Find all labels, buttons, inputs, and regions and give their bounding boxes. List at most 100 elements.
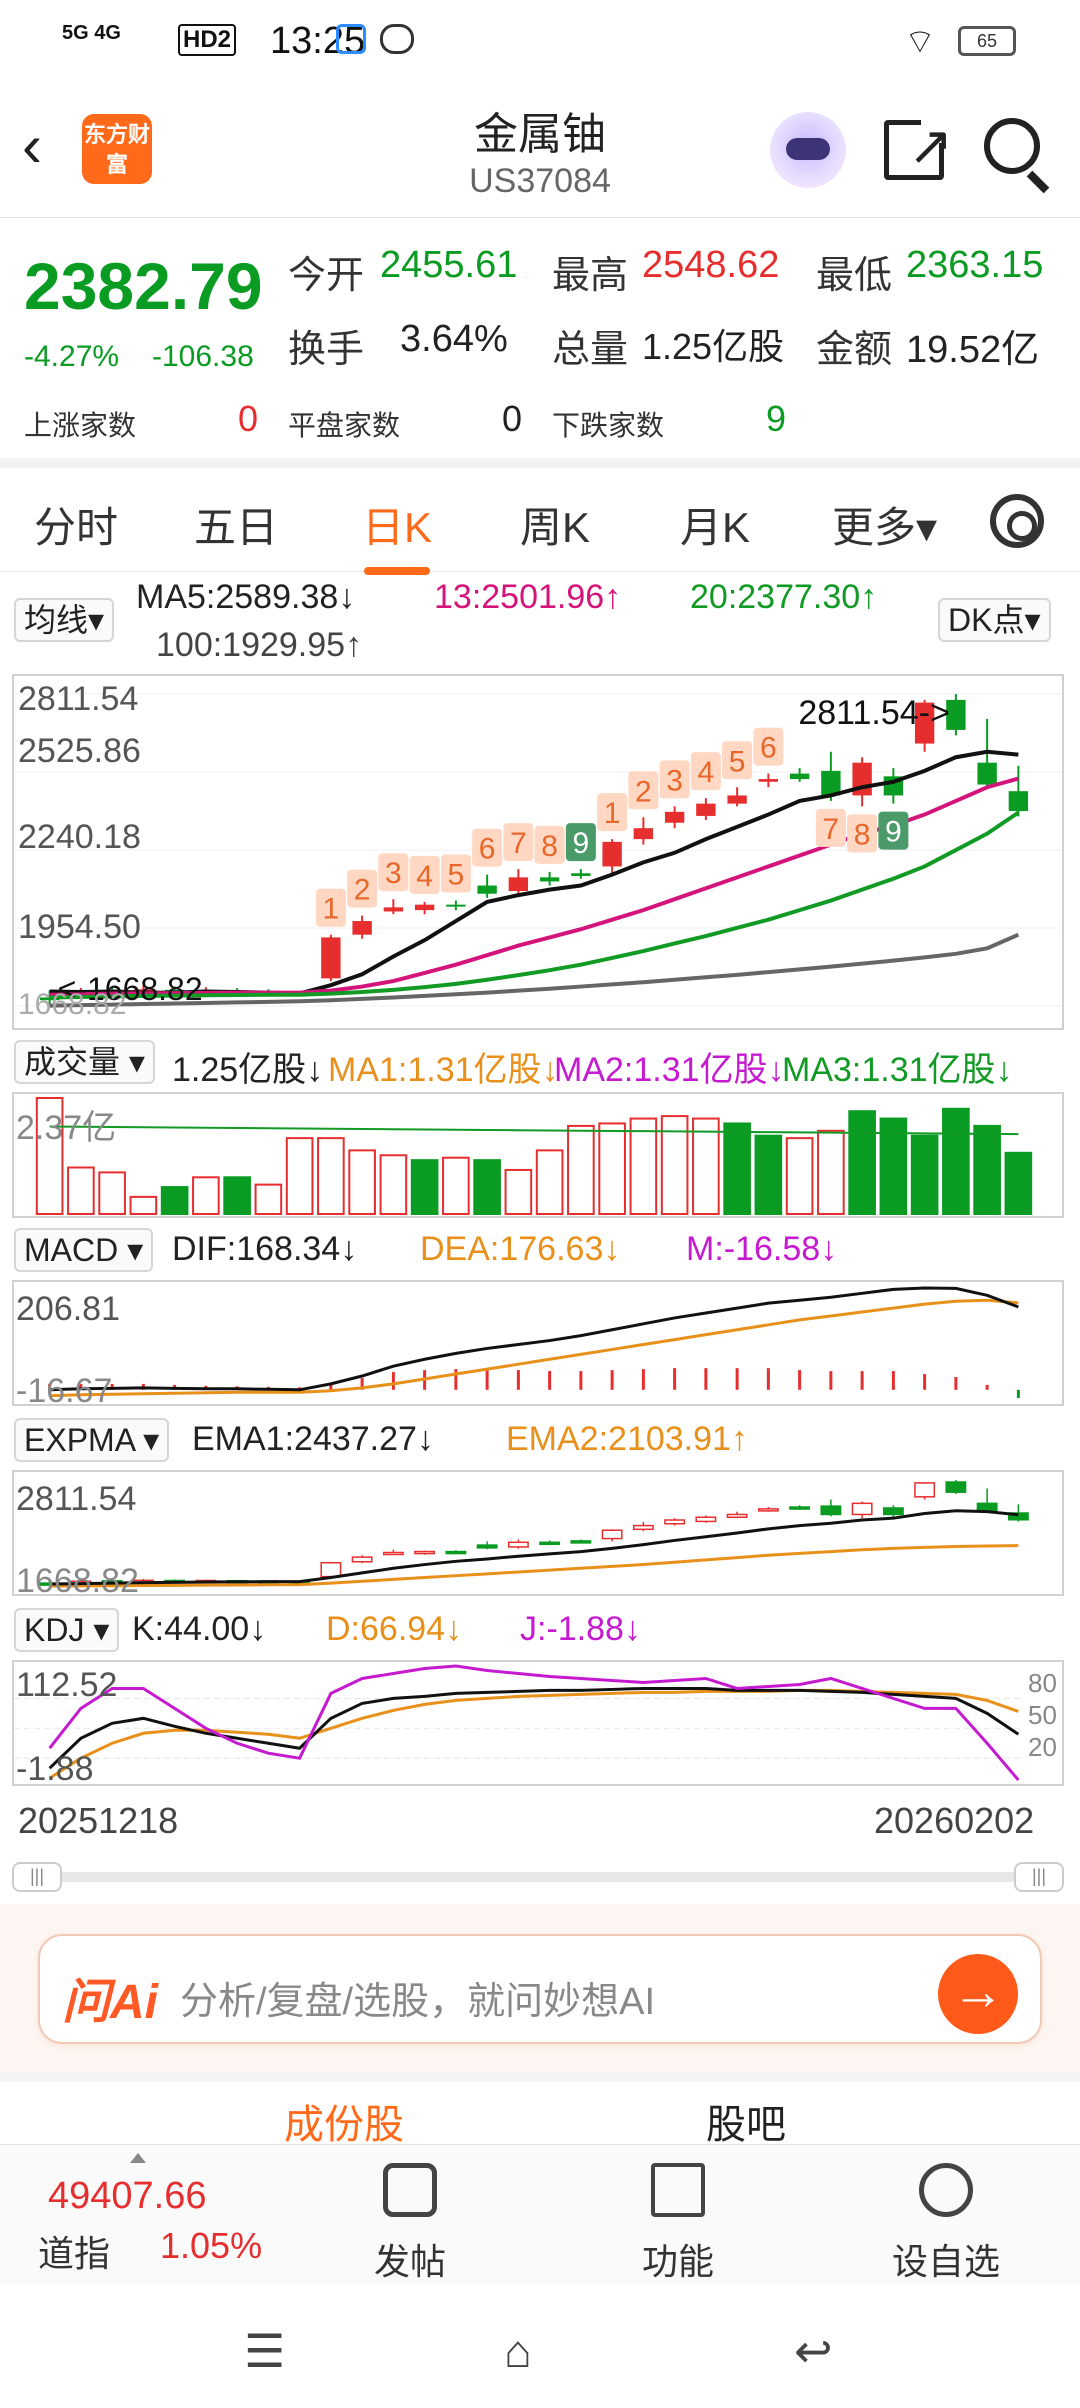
content-segment: 成份股 股吧 — [0, 2072, 1080, 2147]
td-badge-text: 5 — [448, 859, 465, 892]
kdj-chart-panel[interactable]: 112.52 -1.88 80 50 20 — [12, 1660, 1064, 1788]
open-value: 2455.61 — [380, 244, 518, 286]
expma-candle-body — [320, 1561, 342, 1578]
scroller-right-handle[interactable]: ||| — [1014, 1862, 1064, 1892]
td-badge-bg — [409, 855, 440, 894]
candle-body — [571, 873, 591, 876]
volume-bar — [754, 1134, 783, 1215]
add-watchlist-button[interactable]: 设自选 — [876, 2163, 1016, 2285]
candle-body — [821, 770, 841, 796]
candle-body — [727, 795, 747, 804]
kdj-ref-80: 80 — [1028, 1668, 1057, 1698]
kline-chart-panel[interactable]: 1 2 3 4 5 6 7 8 9 1 2 3 4 5 6 7 8 9 2811.54-> <-1668.82 281… — [12, 674, 1064, 1030]
td-badge-bg — [628, 771, 659, 810]
volume-bar — [629, 1117, 658, 1215]
td-badge-text: 8 — [541, 830, 558, 863]
ai-search-bar[interactable]: 问Ai 分析/复盘/选股，就问妙想AI → — [38, 1934, 1042, 2044]
djia-change[interactable]: 1.05% — [160, 2225, 263, 2266]
expma-chart-panel[interactable]: 2811.54 1668.82 — [12, 1470, 1064, 1600]
tab-forum[interactable]: 股吧 — [706, 2103, 786, 2147]
dk-selector[interactable]: DK点▾ — [938, 598, 1051, 642]
kdj-axis-max: 112.52 — [16, 1666, 118, 1704]
system-nav-bar: ☰ ⌂ ↩ — [0, 2284, 1080, 2408]
candle-body — [789, 773, 810, 780]
search-icon[interactable] — [984, 118, 1040, 174]
volume-ma3: MA3:1.31亿股↓ — [782, 1051, 1013, 1089]
back-button[interactable]: ‹ — [22, 112, 42, 179]
open-label: 今开 — [288, 255, 365, 297]
ai-go-button[interactable]: → — [938, 1954, 1018, 2034]
hd-indicator: HD2 — [178, 24, 237, 56]
volume-chart — [35, 1097, 1033, 1216]
td-badge-bg — [315, 888, 346, 927]
status-bar: 5G 4G HD2 13:25 ⌔ 65 — [0, 0, 1080, 84]
volume-bar — [192, 1176, 220, 1215]
expma-legend-row: EXPMA ▾ EMA1:2437.27↓ EMA2:2103.91↑ — [0, 1414, 1080, 1464]
expma-candle-body — [726, 1513, 748, 1518]
bottom-toolbar: 49407.66 道指 1.05% 发帖 功能 设自选 — [0, 2144, 1080, 2284]
macd-selector[interactable]: MACD ▾ — [14, 1228, 154, 1272]
features-button[interactable]: 功能 — [608, 2163, 748, 2285]
volume-legend-row: 成交量 ▾ 1.25亿股↓ MA1:1.31亿股↓ MA2:1.31亿股↓ MA… — [0, 1036, 1080, 1089]
volume-chart-panel[interactable]: 2.37亿 — [12, 1092, 1064, 1218]
kdj-chart — [14, 1664, 1022, 1781]
volume-value: 1.25亿股 — [642, 326, 785, 367]
ai-input-placeholder[interactable]: 分析/复盘/选股，就问妙想AI — [180, 1981, 656, 2023]
macd-chart-panel[interactable]: 206.81 -16.67 — [12, 1280, 1064, 1410]
menu-icon[interactable]: ☰ — [244, 2325, 286, 2377]
td-sequence-badge: 5 — [440, 854, 471, 893]
turnover-value: 3.64% — [400, 318, 508, 360]
td-sequence-badge: 3 — [378, 853, 409, 892]
kdj-axis-min: -1.88 — [16, 1750, 94, 1788]
chevron-up-icon[interactable] — [130, 2153, 146, 2163]
candle-body — [914, 702, 935, 744]
chart-range-scroller[interactable]: ||| ||| — [12, 1862, 1064, 1892]
gear-icon[interactable] — [990, 494, 1044, 548]
expma-candle-body — [695, 1516, 717, 1523]
down-count-value: 9 — [766, 398, 787, 439]
djia-value[interactable]: 49407.66 — [48, 2175, 207, 2217]
post-label: 发帖 — [373, 2241, 446, 2282]
candle-body — [602, 841, 622, 867]
volume-selector[interactable]: 成交量 ▾ — [14, 1040, 155, 1084]
ma-selector[interactable]: 均线▾ — [14, 598, 115, 642]
ma-line-ma5 — [49, 749, 1019, 996]
tab-constituents[interactable]: 成份股 — [284, 2103, 404, 2147]
x-axis-start-date: 20251218 — [18, 1800, 179, 1841]
kdj-j-line — [48, 1664, 1020, 1781]
tab-intraday[interactable]: 分时 — [34, 504, 119, 551]
tab-five-day[interactable]: 五日 — [194, 504, 279, 551]
period-tabs: 分时 五日 日K 周K 月K 更多▾ — [0, 468, 1080, 575]
candle-body — [946, 699, 966, 730]
post-button[interactable]: 发帖 — [340, 2163, 480, 2285]
share-icon[interactable] — [884, 111, 953, 180]
candle-body — [383, 907, 404, 912]
share-arrow-icon[interactable]: ↗ — [908, 116, 954, 176]
ai-assistant-avatar[interactable] — [770, 112, 846, 188]
tab-daily-k[interactable]: 日K — [362, 494, 432, 575]
expma-candle-body — [570, 1540, 592, 1544]
td-badge-bg — [815, 808, 846, 847]
tab-weekly-k[interactable]: 周K — [520, 504, 591, 551]
djia-name[interactable]: 道指 — [38, 2233, 111, 2274]
volume-bar — [223, 1176, 251, 1215]
kdj-k-line — [48, 1686, 1020, 1770]
macd-chart — [48, 1286, 1020, 1398]
td-badge-text: 1 — [323, 893, 340, 926]
ma20-value: 20:2377.30↑ — [690, 578, 878, 616]
kdj-selector[interactable]: KDJ ▾ — [14, 1608, 120, 1652]
expma-candle-body — [757, 1508, 779, 1512]
y-tick-label: 1954.50 — [18, 908, 141, 946]
volume-bar — [98, 1171, 126, 1215]
candle-body — [446, 904, 466, 907]
candle-body — [508, 877, 529, 892]
volume-bar — [160, 1186, 189, 1215]
back-nav-icon[interactable]: ↩ — [794, 2325, 833, 2377]
expma-selector[interactable]: EXPMA ▾ — [14, 1418, 170, 1462]
home-icon[interactable]: ⌂ — [504, 2325, 532, 2377]
scroller-left-handle[interactable]: ||| — [12, 1862, 62, 1892]
tab-monthly-k[interactable]: 月K — [680, 504, 751, 551]
td-sequence-badge: 1 — [597, 793, 628, 832]
tab-more[interactable]: 更多▾ — [832, 504, 938, 551]
expma-candle-body — [789, 1506, 811, 1510]
